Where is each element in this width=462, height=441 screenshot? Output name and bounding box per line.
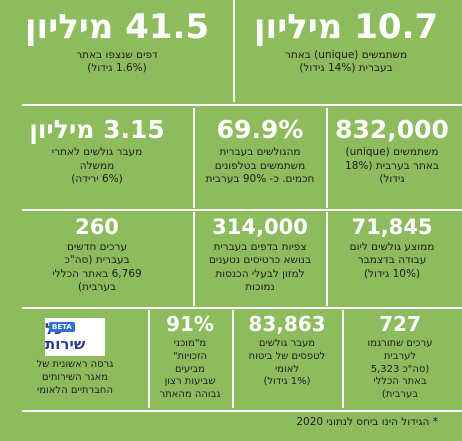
divider-row4-a <box>342 310 344 408</box>
divider-row3-right <box>326 212 328 306</box>
stat-description: משתמשים (unique) באתר בעברית (14% גידול) <box>284 48 408 75</box>
divider-row2-right <box>326 108 328 208</box>
stat-number: 314,000 <box>212 216 308 239</box>
stat-description: דפים שנצפו באתר (1.6% גידול) <box>76 48 158 75</box>
divider-h1 <box>22 104 462 106</box>
stat-number: 10.7 מיליון <box>253 10 439 47</box>
stat-description: מהגולשים בעברית משתמשים בטלפונים חכמים. … <box>205 146 315 186</box>
divider-row4-c <box>148 310 150 408</box>
stat-gov-referrals: 3.15 מיליון מעבר גולשים לאתרי ממשלה (6% … <box>4 117 190 187</box>
divider-h4 <box>22 410 462 412</box>
stat-number: 260 <box>75 216 119 239</box>
divider-row2-left <box>193 108 195 208</box>
stat-translated-articles: 727 ערכים שתורגמו לערבית (סה"כ 5,323 באת… <box>344 314 456 402</box>
divider-row4-b <box>232 310 234 408</box>
kol-sherut-logo: BETA כל שירות <box>45 318 105 356</box>
stat-description: משתמשים (unique) באתר בערבית (18% גידול) <box>345 146 439 186</box>
logo-line2: שירות <box>45 335 86 353</box>
footnote: * הגידול הינו ביחס לנתוני 2020 <box>296 416 438 428</box>
beta-badge: BETA <box>49 322 75 332</box>
stat-description: מעבר גולשים לטפסים של ביטוח לאומי (1% גי… <box>248 338 326 388</box>
stat-description: גרסה ראשונית של מאגר השירותים החברתיים ה… <box>36 359 114 396</box>
divider-row1 <box>233 0 235 102</box>
stat-description: צפיות בדפים בעברית בנושא כרטיסים נטענים … <box>208 241 312 294</box>
stat-number: 91% <box>166 314 214 336</box>
stat-number: 3.15 מיליון <box>29 117 165 144</box>
stat-mobile-share: 69.9% מהגולשים בעברית משתמשים בטלפונים ח… <box>196 117 324 187</box>
stat-unique-users-arabic: 832,000 משתמשים (unique) באתר בערבית (18… <box>328 117 456 187</box>
stat-insurance-form-referrals: 83,863 מעבר גולשים לטפסים של ביטוח לאומי… <box>234 314 340 389</box>
stat-number: 41.5 מיליון <box>24 10 210 47</box>
stat-new-articles: 260 ערכים חדשים בעברית (סה"כ 6,769 באתר … <box>4 216 190 295</box>
stat-daily-users-december: 71,845 ממוצע גולשים ליום עבודה בדצמבר (1… <box>328 216 456 281</box>
stat-unique-users-hebrew: 10.7 מיליון משתמשים (unique) באתר בעברית… <box>236 10 456 76</box>
stat-description: מעבר גולשים לאתרי ממשלה (6% ירידה) <box>51 146 143 186</box>
stat-number: 69.9% <box>216 117 304 144</box>
stat-number: 71,845 <box>351 216 433 239</box>
stat-description: ערכים שתורגמו לערבית (סה"כ 5,323 באתר הכ… <box>367 338 433 401</box>
stat-beta-version: BETA כל שירות גרסה ראשונית של מאגר השירו… <box>4 314 146 397</box>
divider-row3-left <box>193 212 195 306</box>
stat-number: 832,000 <box>335 117 449 144</box>
divider-h3 <box>22 307 462 309</box>
divider-h2 <box>22 209 462 211</box>
stat-pages-viewed: 41.5 מיליון דפים שנצפו באתר (1.6% גידול) <box>6 10 228 76</box>
stat-calculator-views: 314,000 צפיות בדפים בעברית בנושא כרטיסים… <box>196 216 324 295</box>
stat-number: 83,863 <box>248 314 326 336</box>
stat-description: ממוצע גולשים ליום עבודה בדצמבר (10% גידו… <box>349 241 435 280</box>
stat-description: ערכים חדשים בעברית (סה"כ 6,769 באתר הכלל… <box>52 241 142 294</box>
stat-number: 727 <box>379 314 421 336</box>
stat-description: מ"מוכני הזכויות" מביעים שביעות רצון גבוה… <box>159 338 221 401</box>
stat-satisfaction-rate: 91% מ"מוכני הזכויות" מביעים שביעות רצון … <box>150 314 230 402</box>
